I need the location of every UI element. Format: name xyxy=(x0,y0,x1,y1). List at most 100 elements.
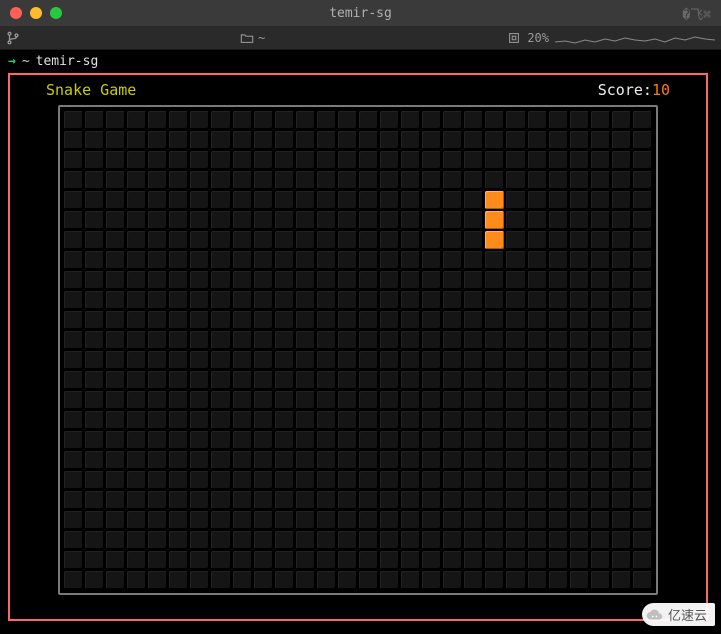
grid-cell xyxy=(443,251,462,269)
grid-cell xyxy=(106,551,125,569)
grid-cell xyxy=(401,571,420,589)
grid-cell xyxy=(485,371,504,389)
grid-cell xyxy=(422,411,441,429)
grid-cell xyxy=(570,391,589,409)
grid-cell xyxy=(127,331,146,349)
grid-cell xyxy=(148,191,167,209)
grid-cell xyxy=(549,411,568,429)
grid-cell xyxy=(317,231,336,249)
grid-cell xyxy=(443,211,462,229)
grid-cell xyxy=(612,271,631,289)
grid-cell xyxy=(85,551,104,569)
grid-cell xyxy=(464,271,483,289)
grid-cell xyxy=(254,451,273,469)
grid-cell xyxy=(254,191,273,209)
grid-cell xyxy=(591,551,610,569)
grid-cell xyxy=(169,311,188,329)
grid-cell xyxy=(443,131,462,149)
grid-cell xyxy=(148,351,167,369)
grid-cell xyxy=(64,371,83,389)
grid-cell xyxy=(148,251,167,269)
grid-cell xyxy=(528,431,547,449)
grid-cell xyxy=(422,571,441,589)
grid-cell xyxy=(296,251,315,269)
grid-cell xyxy=(64,211,83,229)
grid-cell xyxy=(401,351,420,369)
grid-cell xyxy=(190,451,209,469)
grid-cell xyxy=(570,171,589,189)
grid-cell xyxy=(254,151,273,169)
terminal-pane[interactable]: → ~ temir-sg Snake Game Score:10 xyxy=(0,50,721,634)
grid-cell xyxy=(275,531,294,549)
grid-cell xyxy=(254,251,273,269)
grid-cell xyxy=(464,531,483,549)
grid-cell xyxy=(506,251,525,269)
grid-cell xyxy=(338,431,357,449)
grid-cell xyxy=(485,531,504,549)
grid-cell xyxy=(233,171,252,189)
grid-cell xyxy=(401,471,420,489)
grid-cell xyxy=(528,391,547,409)
grid-cell xyxy=(570,311,589,329)
minimize-button[interactable] xyxy=(30,7,42,19)
grid-cell xyxy=(443,191,462,209)
grid-cell xyxy=(443,351,462,369)
grid-cell xyxy=(127,271,146,289)
window-title: temir-sg xyxy=(329,6,392,21)
grid-cell xyxy=(233,451,252,469)
game-board[interactable] xyxy=(58,105,658,595)
grid-cell xyxy=(591,211,610,229)
grid-cell xyxy=(148,231,167,249)
grid-cell xyxy=(528,311,547,329)
grid-cell xyxy=(233,431,252,449)
titlebar-right-hint: �飞⌘ xyxy=(682,4,711,23)
grid-cell xyxy=(296,191,315,209)
grid-cell xyxy=(380,291,399,309)
grid-cell xyxy=(211,471,230,489)
grid-cell xyxy=(211,151,230,169)
grid-cell xyxy=(233,571,252,589)
grid-cell xyxy=(106,571,125,589)
grid-cell xyxy=(506,271,525,289)
grid-cell xyxy=(211,171,230,189)
grid-cell xyxy=(106,171,125,189)
grid-cell xyxy=(169,431,188,449)
grid-cell xyxy=(127,571,146,589)
grid-cell xyxy=(233,371,252,389)
grid-cell xyxy=(148,431,167,449)
grid-cell xyxy=(506,391,525,409)
grid-cell xyxy=(127,251,146,269)
grid-cell xyxy=(528,531,547,549)
grid-cell xyxy=(296,571,315,589)
grid-cell xyxy=(633,271,652,289)
grid-cell xyxy=(275,431,294,449)
grid-cell xyxy=(359,351,378,369)
close-button[interactable] xyxy=(10,7,22,19)
grid-cell xyxy=(612,491,631,509)
grid-cell xyxy=(464,571,483,589)
grid-cell xyxy=(169,251,188,269)
grid-cell xyxy=(233,131,252,149)
grid-cell xyxy=(570,551,589,569)
grid-cell xyxy=(591,131,610,149)
grid-cell xyxy=(233,491,252,509)
grid-cell xyxy=(106,131,125,149)
grid-cell xyxy=(338,151,357,169)
grid-cell xyxy=(64,451,83,469)
grid-cell xyxy=(633,311,652,329)
grid-cell xyxy=(422,231,441,249)
grid-cell xyxy=(338,511,357,529)
grid-cell xyxy=(570,351,589,369)
grid-cell xyxy=(211,431,230,449)
grid-cell xyxy=(380,271,399,289)
grid-cell xyxy=(591,351,610,369)
grid-cell xyxy=(64,191,83,209)
grid-cell xyxy=(380,391,399,409)
grid-cell xyxy=(633,211,652,229)
grid-cell xyxy=(275,411,294,429)
grid-cell xyxy=(106,511,125,529)
grid-cell xyxy=(464,211,483,229)
grid-cell xyxy=(127,111,146,129)
grid-cell xyxy=(422,451,441,469)
maximize-button[interactable] xyxy=(50,7,62,19)
